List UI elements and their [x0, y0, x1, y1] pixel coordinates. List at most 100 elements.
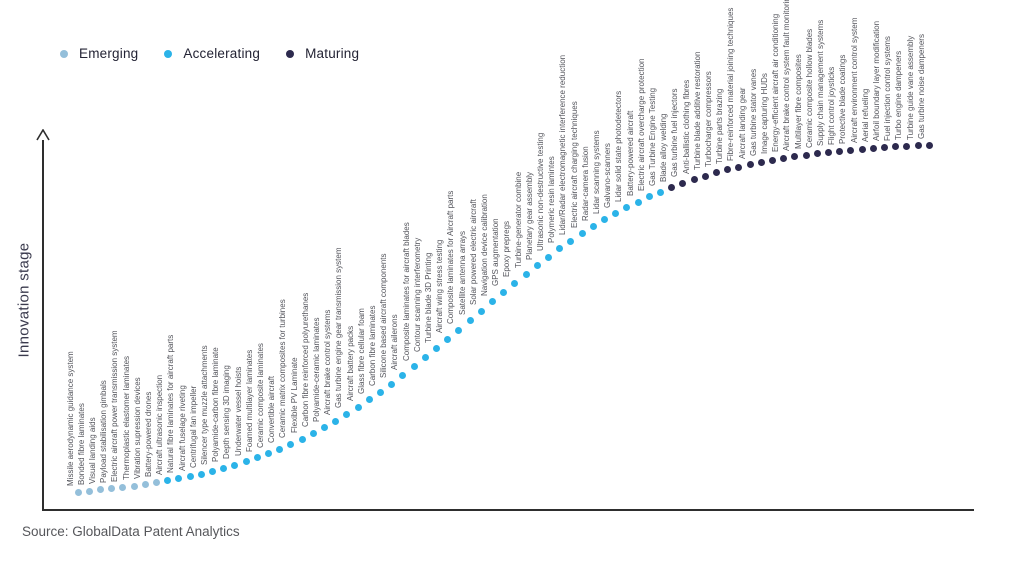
chart-item-label: Convertible aircraft	[267, 375, 277, 444]
chart-dot	[477, 307, 485, 315]
chart-dot	[444, 335, 452, 343]
chart-dot	[343, 410, 351, 418]
chart-item-label: Aircraft fuselage riveting	[177, 384, 187, 471]
chart-item-label: Polyamide-ceramic laminates	[311, 317, 321, 422]
chart-item-label: Epoxy prepregs	[502, 221, 512, 278]
chart-item-label: Turbine parts brazing	[715, 88, 725, 164]
legend-item-accelerating: Accelerating	[164, 46, 260, 61]
chart-dot	[96, 486, 104, 494]
chart-dot	[802, 151, 810, 159]
chart-dot	[410, 363, 418, 371]
chart-item-label: Fuel injection control systems	[883, 35, 893, 141]
chart-item-label: Turbo engine dampeners	[894, 51, 904, 141]
chart-item-label: Turbine blade additive restoration	[692, 51, 702, 170]
x-axis-line	[42, 509, 974, 511]
chart-dot	[567, 237, 575, 245]
chart-item-label: Electric aircraft charging techniques	[569, 100, 579, 228]
chart-item-label: Planetary gear assembly	[524, 171, 534, 260]
chart-item-label: Thermoplastic elastomer laminates	[121, 356, 131, 481]
chart-dot	[813, 150, 821, 158]
chart-dot	[724, 166, 732, 174]
chart-dot	[533, 262, 541, 270]
chart-item-label: Lidar/Radar electromagnetic interference…	[558, 55, 568, 236]
chart-item-label: Turbine-generator combine	[513, 172, 523, 269]
chart-item-label: GPS augmentation	[491, 218, 501, 287]
chart-item-label: Ceramic composite laminates	[255, 342, 265, 448]
chart-item-label: Aircraft environment control system	[849, 17, 859, 144]
chart-dot	[600, 216, 608, 224]
chart-dot	[701, 172, 709, 180]
chart-item-label: Gas turbine engine gear transmission sys…	[334, 247, 344, 409]
chart-item-label: Polyamide-carbon fibre laminate	[211, 347, 221, 463]
legend-item-emerging: Emerging	[60, 46, 138, 61]
chart-item-label: Battery-powered aircraft	[625, 110, 635, 197]
chart-item-label: Missile aerodynamic guidance system	[65, 351, 75, 486]
chart-dot	[130, 482, 138, 490]
chart-dot	[208, 467, 216, 475]
legend-label: Maturing	[305, 46, 360, 61]
chart-dot	[556, 245, 564, 253]
chart-item-label: Electric aircraft overcharge protection	[636, 58, 646, 191]
chart-item-label: Navigation device calibration	[479, 193, 489, 296]
chart-dot	[500, 288, 508, 296]
chart-item-label: Aircraft wing stress testing	[435, 240, 445, 334]
chart-item-label: Turbine guide vane assembly	[905, 35, 915, 140]
chart-dot	[164, 477, 172, 485]
chart-item-label: Silicone based aircraft components	[379, 253, 389, 378]
maturing-dot-icon	[286, 49, 295, 58]
chart-item-label: Visual landing aids	[87, 417, 97, 484]
chart-dot	[488, 298, 496, 306]
chart-item-label: Flexible PV Laminate	[289, 357, 299, 434]
chart-item-label: Ceramic composite hollow blades	[804, 28, 814, 148]
chart-dot	[612, 210, 620, 218]
chart-item-label: Payload stabilisation gimbals	[99, 380, 109, 483]
y-axis-line	[42, 140, 44, 510]
chart-item-label: Composite laminates for Aircraft parts	[446, 190, 456, 325]
chart-dot	[455, 326, 463, 334]
chart-dot	[365, 396, 373, 404]
chart-dot	[466, 317, 474, 325]
chart-dot	[690, 176, 698, 184]
chart-dot	[354, 403, 362, 411]
chart-item-label: Aircraft brake control systems	[323, 309, 333, 416]
chart-item-label: Supply chain management systems	[815, 20, 825, 147]
chart-item-label: Lidar scanning systems	[591, 130, 601, 214]
chart-dot	[903, 142, 911, 150]
chart-dot	[780, 154, 788, 162]
legend-item-maturing: Maturing	[286, 46, 359, 61]
chart-dot	[757, 158, 765, 166]
chart-item-label: Aircraft ailerons	[390, 313, 400, 370]
chart-dot	[432, 345, 440, 353]
chart-dot	[645, 193, 653, 201]
chart-dot	[791, 153, 799, 161]
chart-dot	[847, 146, 855, 154]
chart-item-label: Aircraft brake control system fault moni…	[782, 0, 792, 151]
chart-dot	[522, 270, 530, 278]
chart-item-label: Underwater vessel hoists	[233, 366, 243, 456]
chart-dot	[186, 473, 194, 481]
chart-item-label: Gas turbine stator vanes	[748, 69, 758, 157]
chart-dot	[735, 163, 743, 171]
chart-item-label: Protective blade coatings	[838, 54, 848, 145]
chart-item-label: Glass fibre cellular foam	[356, 308, 366, 394]
chart-dot	[656, 188, 664, 196]
chart-item-label: Anti-ballistic clothing fibres	[681, 79, 691, 174]
chart-item-label: Multilayer fibre composites	[793, 54, 803, 150]
chart-dot	[197, 470, 205, 478]
chart-dot	[175, 475, 183, 483]
chart-item-label: Fibre-reinforced material joining techni…	[726, 7, 736, 162]
chart-item-label: Flight control joysticks	[827, 66, 837, 146]
chart-item-label: Gas turbine fuel injectors	[670, 88, 680, 178]
chart-item-label: Galvano-scanners	[603, 142, 613, 208]
chart-item-label: Aircraft landing gear	[737, 86, 747, 159]
chart-item-label: Natural fibre laminates for aircraft par…	[166, 334, 176, 473]
chart-dot	[578, 230, 586, 238]
legend: Emerging Accelerating Maturing	[60, 46, 359, 61]
chart-item-label: Composite laminates for aircraft blades	[401, 222, 411, 361]
chart-dot	[768, 156, 776, 164]
chart-dot	[668, 184, 676, 192]
legend-label: Emerging	[79, 46, 139, 61]
chart-item-label: Carbon fibre reinforced polyurethanes	[300, 293, 310, 428]
chart-dot	[231, 461, 239, 469]
chart-item-label: Silencer type muzzle attachments	[199, 345, 209, 466]
